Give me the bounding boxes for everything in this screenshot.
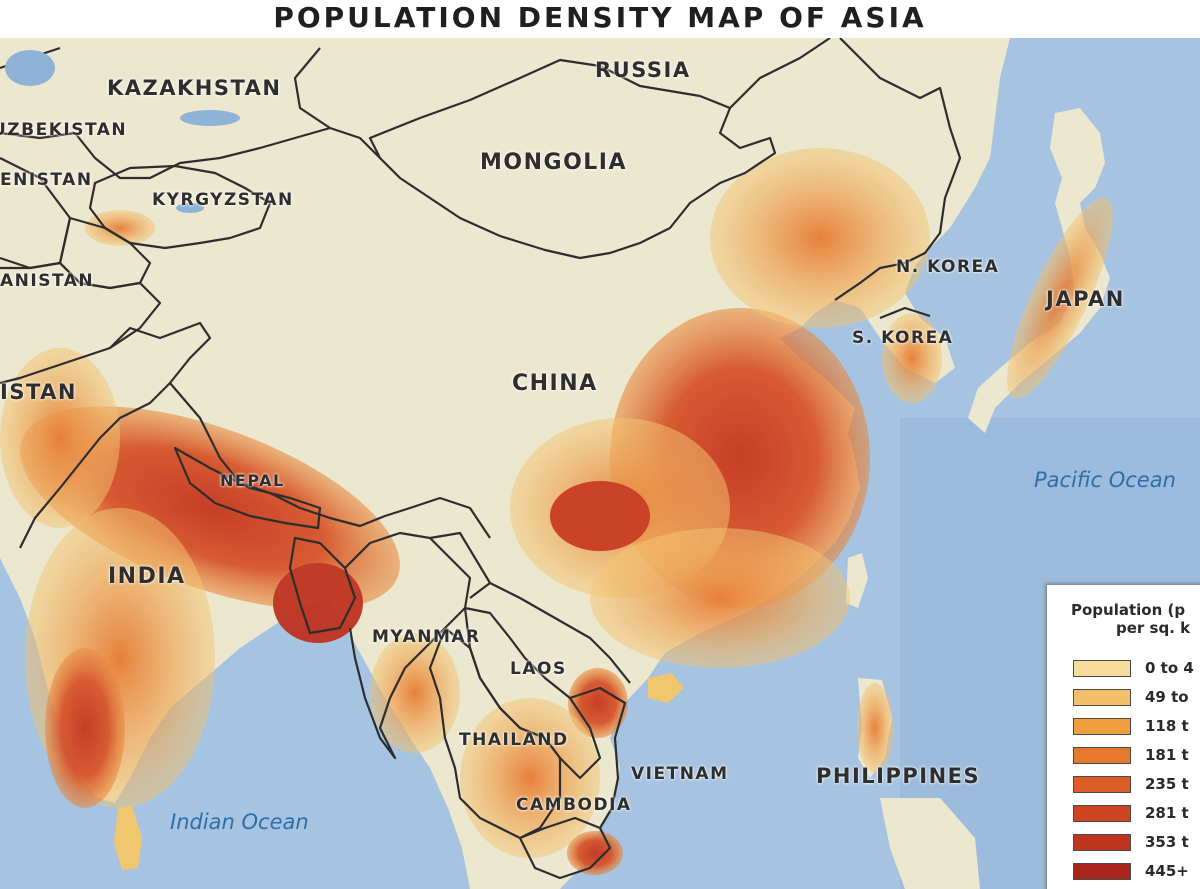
density-myanmar bbox=[370, 633, 460, 753]
label-pakistan: ISTAN bbox=[0, 380, 77, 404]
legend-label: 49 to bbox=[1145, 688, 1189, 706]
legend-swatch bbox=[1073, 689, 1131, 706]
map-title: POPULATION DENSITY MAP OF ASIA bbox=[273, 1, 927, 34]
legend-swatch bbox=[1073, 660, 1131, 677]
border-mongolia bbox=[368, 58, 777, 260]
legend-title-line2: per sq. k bbox=[1116, 619, 1191, 637]
density-japan bbox=[1007, 197, 1113, 399]
label-turkmenistan: ENISTAN bbox=[0, 170, 93, 190]
legend-label: 118 t bbox=[1145, 717, 1189, 735]
density-pakistan bbox=[0, 348, 120, 528]
legend-swatch bbox=[1073, 747, 1131, 764]
label-pacific-ocean: Pacific Ocean bbox=[1034, 468, 1176, 492]
border-korea-dmz bbox=[879, 306, 931, 320]
border-cambodia bbox=[518, 816, 612, 880]
philippines-south bbox=[880, 798, 980, 889]
legend-label: 181 t bbox=[1145, 746, 1189, 764]
label-japan: JAPAN bbox=[1046, 287, 1125, 311]
label-south-korea: S. KOREA bbox=[852, 328, 954, 348]
density-philippines bbox=[857, 683, 893, 773]
country-borders bbox=[0, 38, 962, 880]
legend-swatch bbox=[1073, 805, 1131, 822]
label-indian-ocean: Indian Ocean bbox=[170, 810, 309, 834]
border-china-north bbox=[293, 47, 381, 159]
density-china-south bbox=[590, 528, 850, 668]
border-himalaya bbox=[169, 382, 491, 539]
density-sichuan bbox=[550, 481, 650, 551]
label-uzbekistan: UZBEKISTAN bbox=[0, 120, 128, 140]
density-korea bbox=[882, 313, 942, 403]
label-thailand: THAILAND bbox=[459, 730, 569, 750]
map-canvas bbox=[0, 38, 1200, 889]
label-laos: LAOS bbox=[510, 659, 567, 679]
border-bangladesh bbox=[288, 536, 357, 635]
density-fergana bbox=[85, 210, 155, 246]
lake-issyk-kul bbox=[176, 203, 204, 213]
japan-island bbox=[968, 108, 1110, 433]
label-afghanistan: ANISTAN bbox=[0, 271, 95, 291]
legend-label: 281 t bbox=[1145, 804, 1189, 822]
legend-title-line1: Population (p bbox=[1071, 601, 1186, 619]
legend-label: 445+ bbox=[1145, 862, 1189, 880]
border-myanmar bbox=[344, 531, 472, 760]
legend-label: 0 to 4 bbox=[1145, 659, 1194, 677]
label-vietnam: VIETNAM bbox=[631, 764, 729, 784]
legend-label: 235 t bbox=[1145, 775, 1189, 793]
border-uzbekistan bbox=[0, 157, 72, 270]
border-china-southwest bbox=[429, 531, 631, 684]
sri-lanka-island bbox=[114, 806, 142, 870]
label-russia: RUSSIA bbox=[595, 58, 691, 82]
label-kyrgyzstan: KYRGYZSTAN bbox=[152, 190, 294, 210]
legend: Population (p per sq. k 0 to 4 49 to 118… bbox=[1046, 584, 1200, 889]
density-mekong bbox=[567, 831, 623, 875]
border-vietnam bbox=[569, 686, 627, 829]
legend-swatch bbox=[1073, 776, 1131, 793]
lake-balkhash bbox=[180, 110, 240, 126]
legend-swatch bbox=[1073, 834, 1131, 851]
label-china: CHINA bbox=[512, 371, 598, 396]
border-china-northeast bbox=[729, 38, 962, 301]
label-north-korea: N. KOREA bbox=[896, 257, 1000, 277]
density-india-coast bbox=[45, 648, 125, 808]
lakes bbox=[5, 50, 240, 213]
label-cambodia: CAMBODIA bbox=[516, 795, 632, 815]
label-mongolia: MONGOLIA bbox=[480, 150, 627, 175]
density-overlay bbox=[0, 148, 1113, 875]
label-nepal: NEPAL bbox=[220, 471, 285, 490]
border-nepal bbox=[173, 446, 322, 530]
legend-title: Population (p per sq. k bbox=[1071, 601, 1200, 637]
border-pakistan-india bbox=[19, 321, 212, 549]
taiwan-island bbox=[846, 553, 868, 608]
map-area: KAZAKHSTAN RUSSIA MONGOLIA UZBEKISTAN EN… bbox=[0, 38, 1200, 889]
border-afghanistan bbox=[0, 261, 162, 385]
density-thailand bbox=[460, 698, 600, 858]
legend-swatch bbox=[1073, 718, 1131, 735]
label-myanmar: MYANMAR bbox=[372, 627, 481, 647]
label-kazakhstan: KAZAKHSTAN bbox=[107, 76, 282, 100]
hainan-island bbox=[648, 673, 684, 703]
density-vietnam-north bbox=[568, 668, 628, 738]
legend-label: 353 t bbox=[1145, 833, 1189, 851]
density-north-china bbox=[710, 148, 930, 328]
label-india: INDIA bbox=[108, 564, 186, 589]
legend-swatch bbox=[1073, 863, 1131, 880]
title-bar: POPULATION DENSITY MAP OF ASIA bbox=[0, 0, 1200, 38]
aral-sea bbox=[5, 50, 55, 86]
density-bangladesh bbox=[273, 563, 363, 643]
label-philippines: PHILIPPINES bbox=[816, 764, 981, 788]
